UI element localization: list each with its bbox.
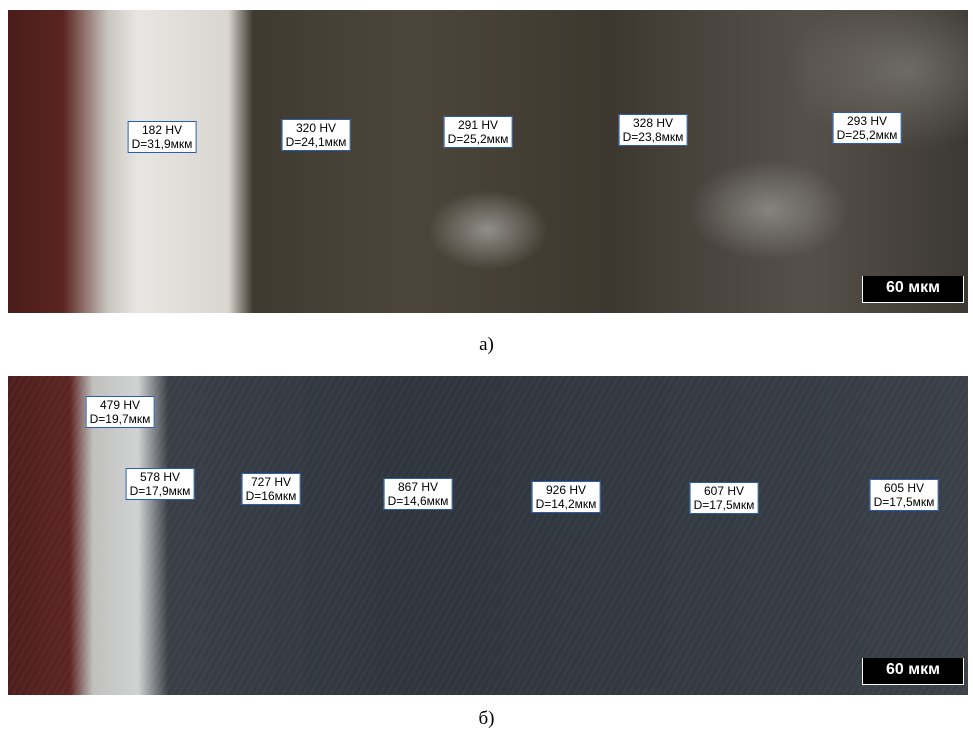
hardness-value: 328 HV [623, 116, 684, 130]
diagonal-value: D=25,2мкм [837, 128, 898, 142]
hardness-value: 320 HV [286, 121, 347, 135]
diagonal-value: D=14,2мкм [536, 497, 597, 511]
caption: б) [0, 708, 973, 730]
diagonal-value: D=16мкм [246, 489, 297, 503]
diagonal-value: D=25,2мкм [448, 132, 509, 146]
scale-bar: 60 мкм [862, 276, 964, 303]
hardness-value: 605 HV [874, 481, 935, 495]
hardness-value: 727 HV [246, 475, 297, 489]
diagonal-value: D=17,5мкм [694, 498, 755, 512]
diagonal-value: D=23,8мкм [623, 130, 684, 144]
caption: а) [0, 334, 973, 356]
hardness-value: 867 HV [388, 480, 449, 494]
hardness-value: 578 HV [130, 470, 191, 484]
diagonal-value: D=31,9мкм [132, 137, 193, 151]
hardness-value: 607 HV [694, 484, 755, 498]
diagonal-value: D=14,6мкм [388, 494, 449, 508]
hardness-value: 926 HV [536, 483, 597, 497]
scale-bar: 60 мкм [862, 658, 964, 685]
figure: 60 мкм 182 HVD=31,9мкм 320 HVD=24,1мкм 291… [0, 0, 973, 740]
hardness-value: 182 HV [132, 123, 193, 137]
hardness-value: 291 HV [448, 118, 509, 132]
diagonal-value: D=24,1мкм [286, 135, 347, 149]
hardness-value: 293 HV [837, 114, 898, 128]
diagonal-value: D=19,7мкм [90, 412, 151, 426]
hardness-value: 479 HV [90, 398, 151, 412]
diagonal-value: D=17,9мкм [130, 484, 191, 498]
diagonal-value: D=17,5мкм [874, 495, 935, 509]
